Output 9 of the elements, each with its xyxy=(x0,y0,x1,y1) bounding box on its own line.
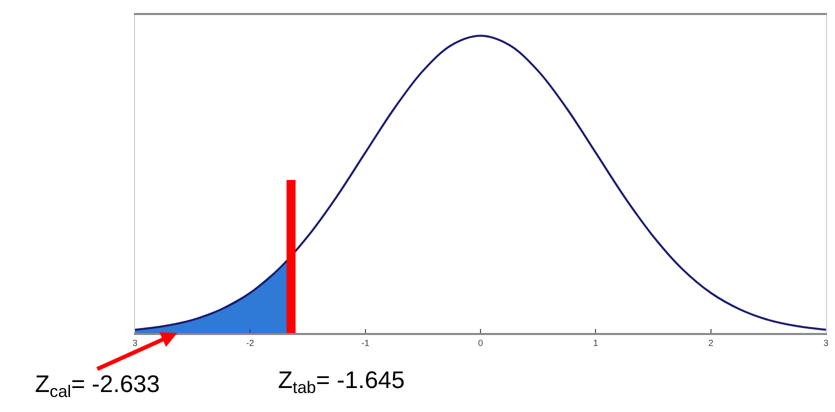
x-tick-label: 2 xyxy=(708,338,714,348)
annotation: Z$_{cal}$= -2.633 xyxy=(35,371,160,402)
annotation: Z$_{tab}$= -1.645 xyxy=(278,367,405,398)
x-tick-label: -2 xyxy=(246,338,254,348)
x-tick-label: 0 xyxy=(478,338,484,348)
x-tick-label: 3 xyxy=(132,338,138,348)
x-tick-label: -1 xyxy=(361,338,370,348)
x-tick-label: 1 xyxy=(593,338,598,348)
x-tick-label: 3 xyxy=(823,338,829,348)
